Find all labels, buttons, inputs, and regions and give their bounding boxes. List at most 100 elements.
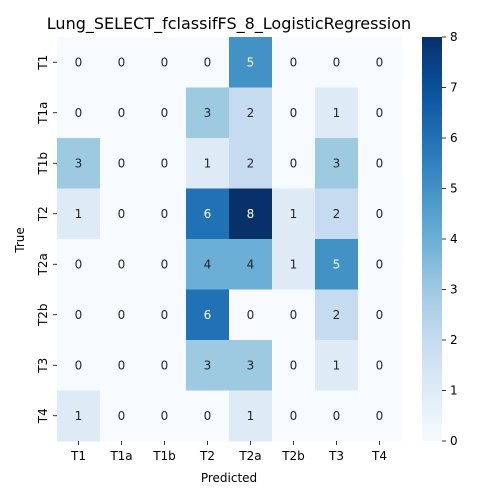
heatmap-cell <box>358 87 402 139</box>
cell-value-label: 0 <box>290 106 298 120</box>
x-axis-label: Predicted <box>201 471 257 485</box>
colorbar-tick-label: 2 <box>450 333 458 347</box>
heatmap-cell <box>100 289 144 341</box>
cell-value-label: 0 <box>376 207 384 221</box>
heatmap-cell <box>143 239 187 290</box>
cell-value-label: 0 <box>204 409 212 423</box>
colorbar-tick-label: 3 <box>450 283 458 297</box>
y-axis-label: True <box>13 227 27 254</box>
x-tick-label: T2b <box>281 449 305 463</box>
cell-value-label: 0 <box>290 156 298 170</box>
cell-value-label: 0 <box>290 308 298 322</box>
heatmap-cell <box>100 340 144 391</box>
cell-value-label: 0 <box>161 106 169 120</box>
x-tick-label: T4 <box>371 449 387 463</box>
x-tick-label: T2a <box>238 449 261 463</box>
heatmap-cell <box>272 289 316 341</box>
heatmap-cell <box>229 188 273 240</box>
heatmap-cell <box>272 37 316 88</box>
heatmap-cell <box>358 239 402 290</box>
heatmap-cell <box>186 138 230 189</box>
heatmap-cell <box>57 138 101 189</box>
cell-value-label: 1 <box>290 257 298 271</box>
y-tick-label: T2 <box>36 206 50 222</box>
cell-value-label: 0 <box>75 106 83 120</box>
heatmap-cell <box>57 390 101 442</box>
cell-value-label: 1 <box>290 207 298 221</box>
heatmap-cell <box>143 340 187 391</box>
colorbar-tick-label: 0 <box>450 434 458 448</box>
x-tick-label: T1b <box>152 449 176 463</box>
cell-value-label: 0 <box>333 409 341 423</box>
x-tick-label: T2 <box>199 449 215 463</box>
heatmap-cell <box>272 340 316 391</box>
cell-value-label: 6 <box>204 207 212 221</box>
heatmap-cell <box>229 340 273 391</box>
cell-value-label: 0 <box>118 207 126 221</box>
heatmap-cell <box>229 87 273 139</box>
y-tick-label: T1b <box>36 152 50 176</box>
y-axis-ticks: T1 T1a T1b T2 T2a T2b T3 T4 <box>36 55 57 424</box>
heatmap-cell <box>100 138 144 189</box>
y-tick-label: T3 <box>36 358 50 374</box>
heatmap-cell <box>143 289 187 341</box>
cell-value-label: 0 <box>376 409 384 423</box>
cell-value-label: 6 <box>204 308 212 322</box>
x-tick-label: T1a <box>109 449 132 463</box>
heatmap-cell <box>358 390 402 442</box>
cell-value-label: 3 <box>75 156 83 170</box>
y-tick-label: T2a <box>36 253 50 276</box>
colorbar-tick-label: 5 <box>450 182 458 196</box>
cell-value-label: 0 <box>118 156 126 170</box>
cell-value-label: 0 <box>376 55 384 69</box>
heatmap-cell <box>315 239 359 290</box>
heatmap-cell <box>186 37 230 88</box>
cell-value-label: 0 <box>75 308 83 322</box>
cell-value-label: 0 <box>204 55 212 69</box>
colorbar-tick-label: 6 <box>450 131 458 145</box>
heatmap-cell <box>272 188 316 240</box>
heatmap-cell <box>143 188 187 240</box>
heatmap-cell <box>100 239 144 290</box>
heatmap-cell <box>315 188 359 240</box>
cell-value-label: 2 <box>333 308 341 322</box>
colorbar: 0 1 2 3 4 5 6 7 8 <box>422 30 458 448</box>
heatmap-cell <box>100 390 144 442</box>
heatmap-cell <box>315 390 359 442</box>
cell-value-label: 0 <box>118 257 126 271</box>
heatmap-cell <box>358 289 402 341</box>
heatmap-cell <box>143 37 187 88</box>
cell-value-label: 0 <box>376 308 384 322</box>
cell-value-label: 0 <box>118 409 126 423</box>
heatmap-cell <box>186 289 230 341</box>
x-tick-label: T1 <box>70 449 86 463</box>
heatmap-cell <box>186 87 230 139</box>
heatmap-cell <box>229 390 273 442</box>
cell-value-label: 1 <box>75 207 83 221</box>
cell-value-label: 0 <box>333 55 341 69</box>
cell-value-label: 0 <box>247 308 255 322</box>
cell-value-label: 2 <box>247 106 255 120</box>
cell-value-label: 0 <box>161 308 169 322</box>
colorbar-tick-label: 4 <box>450 232 458 246</box>
heatmap-cell <box>100 37 144 88</box>
heatmap-cell <box>57 87 101 139</box>
cell-value-label: 4 <box>247 257 255 271</box>
y-tick-label: T1 <box>36 55 50 71</box>
heatmap-cell <box>57 188 101 240</box>
cell-value-label: 2 <box>247 156 255 170</box>
colorbar-tick-label: 7 <box>450 81 458 95</box>
cell-value-label: 4 <box>204 257 212 271</box>
cell-value-label: 0 <box>118 106 126 120</box>
heatmap-cell <box>229 37 273 88</box>
heatmap-cell <box>272 239 316 290</box>
heatmap-cell <box>272 87 316 139</box>
cell-value-label: 0 <box>161 257 169 271</box>
heatmap-cell <box>100 188 144 240</box>
cell-value-label: 5 <box>333 257 341 271</box>
heatmap-cell <box>100 87 144 139</box>
cell-value-label: 0 <box>290 409 298 423</box>
cell-value-label: 0 <box>118 55 126 69</box>
heatmap-cell <box>272 138 316 189</box>
heatmap-cell <box>358 138 402 189</box>
